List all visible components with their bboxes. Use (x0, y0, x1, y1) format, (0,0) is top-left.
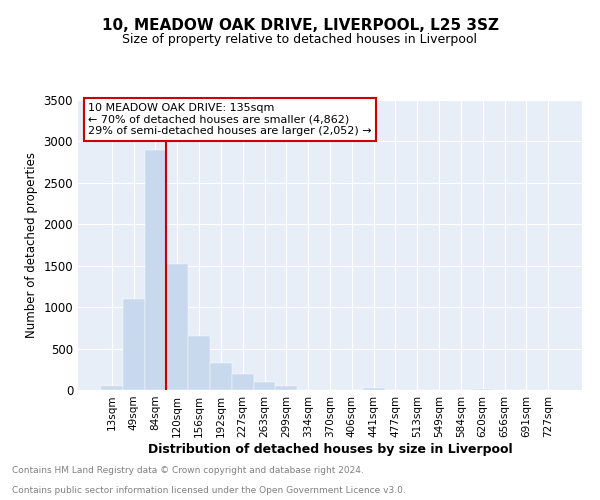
Bar (166, 264, 188, 390)
Text: 10 MEADOW OAK DRIVE: 135sqm
← 70% of detached houses are smaller (4,862)
29% of : 10 MEADOW OAK DRIVE: 135sqm ← 70% of det… (88, 103, 372, 136)
Bar (275, 386, 297, 390)
Bar (232, 374, 254, 390)
Bar (145, 150, 166, 390)
Bar (363, 388, 385, 390)
Y-axis label: Number of detached properties: Number of detached properties (25, 152, 38, 338)
Bar (101, 386, 123, 390)
Text: Distribution of detached houses by size in Liverpool: Distribution of detached houses by size … (148, 442, 512, 456)
Bar (254, 382, 275, 390)
Text: Contains public sector information licensed under the Open Government Licence v3: Contains public sector information licen… (12, 486, 406, 495)
Bar (210, 362, 232, 390)
Text: 10, MEADOW OAK DRIVE, LIVERPOOL, L25 3SZ: 10, MEADOW OAK DRIVE, LIVERPOOL, L25 3SZ (101, 18, 499, 32)
Bar (472, 389, 494, 390)
Bar (188, 336, 210, 390)
Text: Contains HM Land Registry data © Crown copyright and database right 2024.: Contains HM Land Registry data © Crown c… (12, 466, 364, 475)
Bar (123, 299, 145, 390)
Text: Size of property relative to detached houses in Liverpool: Size of property relative to detached ho… (122, 32, 478, 46)
